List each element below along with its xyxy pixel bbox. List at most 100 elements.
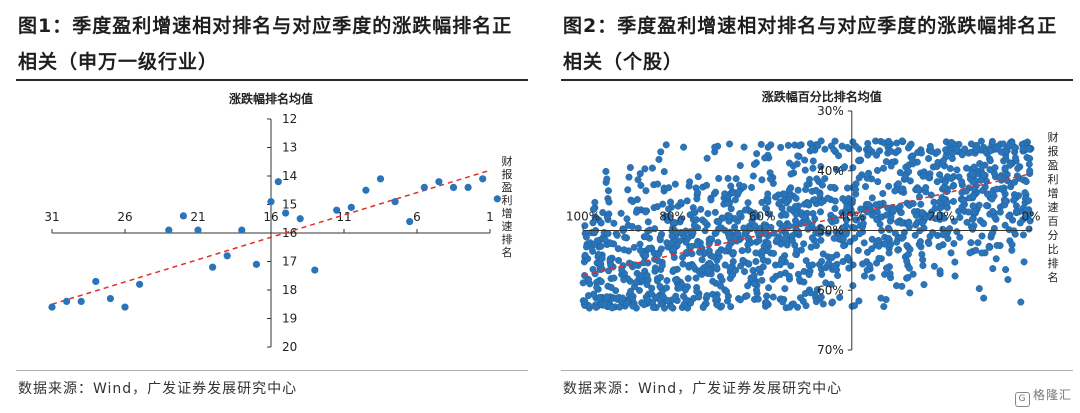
right-data-point: [619, 294, 627, 302]
right-data-point: [786, 303, 794, 311]
left-data-point: [63, 297, 71, 305]
right-data-point: [711, 208, 719, 216]
right-data-point: [879, 190, 887, 198]
right-data-point: [943, 199, 951, 207]
right-data-point: [843, 203, 851, 211]
right-data-point: [776, 270, 784, 278]
right-data-point: [767, 223, 775, 231]
right-data-point: [849, 261, 857, 269]
right-data-point: [714, 249, 722, 257]
right-data-point: [1016, 219, 1024, 227]
right-data-point: [920, 281, 928, 289]
left-x-tick-label: 16: [263, 210, 278, 224]
right-data-point: [891, 187, 899, 195]
right-data-point: [727, 182, 735, 190]
right-data-point: [679, 253, 687, 261]
right-data-point: [725, 243, 733, 251]
right-data-point: [757, 140, 765, 148]
right-data-point: [704, 210, 712, 218]
right-data-point: [906, 245, 914, 253]
right-data-point: [706, 259, 714, 267]
right-data-point: [875, 242, 883, 250]
right-data-point: [874, 178, 882, 186]
right-x-axis-title-char: 比: [1048, 243, 1059, 256]
right-data-point: [689, 262, 697, 270]
left-x-axis-title-char: 增: [502, 206, 513, 220]
right-data-point: [600, 301, 608, 309]
right-data-point: [792, 194, 800, 202]
right-data-point: [642, 208, 650, 216]
right-data-point: [1011, 154, 1019, 162]
right-data-point: [859, 220, 867, 228]
right-data-point: [974, 239, 982, 247]
right-data-point: [694, 189, 702, 197]
right-data-point: [624, 186, 632, 194]
right-data-point: [855, 157, 863, 165]
left-data-point: [238, 226, 246, 234]
right-data-point: [849, 138, 857, 146]
right-data-point: [997, 148, 1005, 156]
right-data-point: [707, 196, 715, 204]
right-data-point: [667, 240, 675, 248]
right-data-point: [632, 278, 640, 286]
right-data-point: [680, 143, 688, 151]
right-data-point: [831, 197, 839, 205]
right-data-point: [758, 198, 766, 206]
right-data-point: [866, 261, 874, 269]
right-data-point: [698, 256, 706, 264]
right-data-point: [841, 163, 849, 171]
right-data-point: [950, 217, 958, 225]
right-data-point: [875, 254, 883, 262]
right-data-point: [941, 178, 949, 186]
left-title-divider: [16, 79, 528, 81]
right-data-point: [748, 183, 756, 191]
left-x-axis-title-char: 排: [502, 232, 513, 246]
left-data-point: [464, 183, 472, 191]
right-data-point: [659, 293, 667, 301]
right-data-point: [618, 266, 626, 274]
right-data-point: [972, 145, 980, 153]
right-data-point: [917, 200, 925, 208]
right-data-point: [868, 235, 876, 243]
right-data-point: [648, 164, 656, 172]
right-data-point: [769, 275, 777, 283]
right-data-point: [667, 303, 675, 311]
right-data-point: [947, 175, 955, 183]
right-y-tick-label: 70%: [817, 343, 844, 357]
right-data-point: [1025, 145, 1033, 153]
right-data-point: [890, 206, 898, 214]
left-y-tick-label: 19: [282, 312, 297, 326]
right-data-point: [812, 242, 820, 250]
right-data-point: [654, 180, 662, 188]
right-data-point: [968, 215, 976, 223]
left-x-axis-title-char: 速: [502, 220, 513, 233]
right-data-point: [934, 148, 942, 156]
right-data-point: [750, 160, 758, 168]
right-data-point: [669, 246, 677, 254]
right-data-point: [620, 276, 628, 284]
right-data-point: [949, 149, 957, 157]
right-data-point: [663, 277, 671, 285]
right-data-point: [740, 143, 748, 151]
right-data-point: [876, 147, 884, 155]
right-data-point: [592, 303, 600, 311]
right-data-point: [589, 205, 597, 213]
right-data-point: [862, 183, 870, 191]
right-data-point: [856, 230, 864, 238]
right-data-point: [703, 181, 711, 189]
right-data-point: [749, 172, 757, 180]
right-data-point: [959, 197, 967, 205]
right-x-axis-title-char: 分: [1048, 229, 1059, 242]
right-data-point: [859, 260, 867, 268]
right-data-point: [668, 232, 676, 240]
right-x-tick-label: 100%: [566, 210, 600, 224]
right-data-point: [657, 148, 665, 156]
right-data-point: [939, 157, 947, 165]
right-data-point: [814, 142, 822, 150]
right-data-point: [755, 236, 763, 244]
right-data-point: [844, 253, 852, 261]
left-data-point: [267, 198, 275, 206]
left-y-tick-label: 15: [282, 198, 297, 212]
left-y-tick-label: 14: [282, 169, 297, 183]
right-data-point: [703, 292, 711, 300]
